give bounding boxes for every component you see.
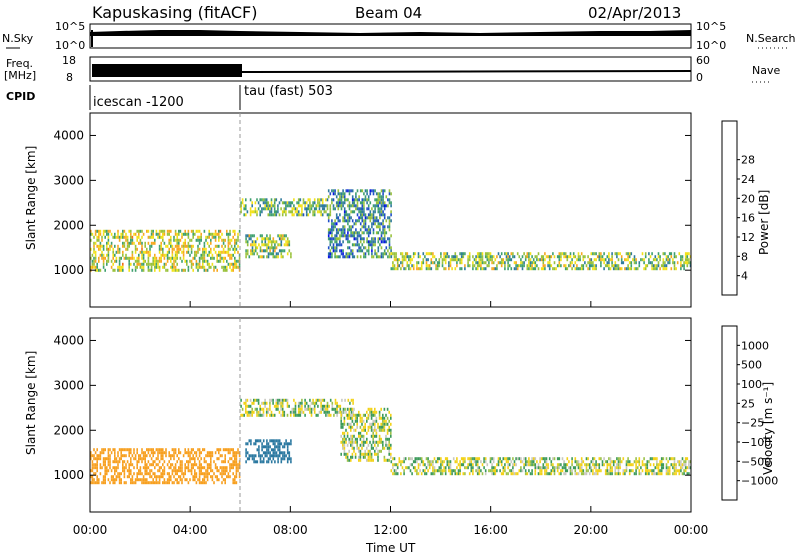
freq-block [92, 64, 242, 77]
cpid-segment-2: tau (fast) 503 [244, 84, 333, 99]
xtick-label: 08:00 [273, 523, 308, 537]
echo-region-2 [245, 439, 292, 464]
velocity-panel: 1000 2000 3000 4000 Slant Range [km] 1000 50… [24, 317, 778, 513]
nave-tick-top: 60 [696, 54, 710, 67]
nsky-tick-bottom: 10^0 [55, 39, 85, 52]
colorbar-frame [721, 120, 738, 296]
ytick-label: 2000 [53, 218, 84, 232]
nave-tick-bottom: 0 [696, 71, 703, 84]
ytick-label: 1000 [53, 263, 84, 277]
colorbar-tick-label: 4 [741, 270, 748, 283]
freq-unit: [MHz] [4, 69, 36, 82]
freq-tick-bottom: 8 [66, 71, 73, 84]
echo-region-4 [340, 407, 392, 462]
xtick-label: 00:00 [674, 523, 709, 537]
freq-trace [241, 70, 692, 73]
beam-label: Beam 04 [355, 4, 422, 22]
colorbar-tick-label: 16 [741, 212, 755, 225]
cpid-panel: CPID icescan -1200 tau (fast) 503 [6, 84, 333, 110]
echo-region-2 [245, 234, 292, 259]
ytick-label: 4000 [53, 333, 84, 347]
cpid-segment-1: icescan -1200 [93, 95, 184, 110]
power-colorbar-label: Power [dB] [757, 190, 771, 255]
ytick-label: 2000 [53, 423, 84, 437]
xtick-label: 16:00 [473, 523, 508, 537]
ytick-label: 3000 [53, 173, 84, 187]
colorbar-tick-label: 20 [741, 192, 755, 205]
nsearch-label: N.Search [746, 32, 796, 45]
ytick-label: 4000 [53, 128, 84, 142]
colorbar-tick-label: 500 [741, 359, 762, 372]
velocity-ylabel: Slant Range [km] [24, 351, 38, 455]
noise-panel: N.Sky 10^5 10^0 10^5 10^0 N.Search [2, 20, 796, 52]
power-panel: 1000 2000 3000 4000 Slant Range [km] 4 8 12 16… [24, 112, 771, 308]
echo-region-5 [390, 252, 692, 271]
xtick-label: 20:00 [574, 523, 609, 537]
x-axis-label: Time UT [365, 541, 416, 554]
x-axis: 00:00 04:00 08:00 12:00 16:00 20:00 00:00 [73, 301, 709, 537]
power-panel-frame [89, 112, 692, 308]
colorbar-tick-label: −500 [741, 455, 771, 468]
velocity-y-axis: 1000 2000 3000 4000 [53, 333, 691, 482]
colorbar-tick-label: −1000 [741, 475, 778, 488]
freq-panel-frame [89, 56, 692, 82]
ytick-label: 3000 [53, 378, 84, 392]
echo-region-1 [90, 448, 241, 485]
velocity-echo-layer [90, 398, 692, 485]
colorbar-tick-label: 1000 [741, 339, 769, 352]
xtick-label: 04:00 [173, 523, 208, 537]
station-title: Kapuskasing (fitACF) [92, 3, 257, 22]
nsearch-tick-bottom: 10^0 [696, 39, 726, 52]
colorbar-tick-label: 100 [741, 378, 762, 391]
cpid-label: CPID [6, 90, 35, 103]
colorbar-tick-label: −25 [741, 417, 764, 430]
echo-region-4 [327, 189, 392, 259]
echo-region-5 [390, 457, 692, 476]
freq-tick-top: 18 [62, 54, 76, 67]
colorbar-frame [721, 325, 738, 501]
colorbar-tick-label: −100 [741, 436, 771, 449]
velocity-colorbar: 1000 500 100 25 −25 −100 −500 −1000 [721, 325, 778, 501]
nsky-label: N.Sky [2, 32, 34, 45]
date-label: 02/Apr/2013 [588, 4, 681, 22]
xtick-label: 00:00 [73, 523, 108, 537]
power-colorbar: 4 8 12 16 20 24 28 [721, 120, 755, 296]
noise-trace [90, 30, 691, 36]
echo-region-1 [90, 229, 241, 272]
nsearch-tick-top: 10^5 [696, 20, 726, 33]
nave-label: Nave [752, 64, 780, 77]
freq-label: Freq. [6, 57, 33, 70]
colorbar-tick-label: 25 [741, 397, 755, 410]
velocity-colorbar-label: Velocity [m s⁻¹] [761, 382, 775, 475]
echo-region-3 [240, 198, 329, 217]
echo-region-3 [240, 398, 354, 417]
power-y-axis: 1000 2000 3000 4000 [53, 128, 691, 277]
ytick-label: 1000 [53, 468, 84, 482]
power-echo-layer [90, 189, 692, 272]
xtick-label: 12:00 [373, 523, 408, 537]
colorbar-tick-label: 24 [741, 173, 755, 186]
nsky-tick-top: 10^5 [55, 20, 85, 33]
colorbar-tick-label: 28 [741, 154, 755, 167]
colorbar-tick-label: 8 [741, 250, 748, 263]
freq-panel: Freq. [MHz] 18 8 60 0 Nave [4, 54, 780, 84]
power-ylabel: Slant Range [km] [24, 146, 38, 250]
colorbar-tick-label: 12 [741, 231, 755, 244]
